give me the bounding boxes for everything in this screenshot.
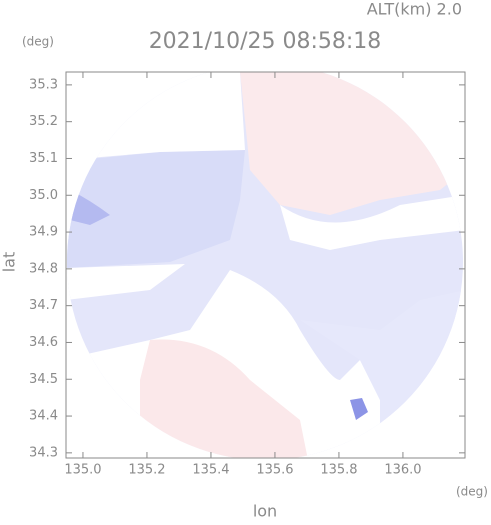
- x-unit: (deg): [456, 485, 488, 499]
- y-tick-label: 34.9: [29, 225, 58, 240]
- x-tick-label: 136.0: [384, 463, 421, 478]
- radar-field: [67, 72, 463, 458]
- altitude-label: ALT(km) 2.0: [367, 0, 462, 19]
- x-tick-label: 135.8: [320, 463, 357, 478]
- y-tick-label: 34.8: [29, 261, 58, 276]
- x-tick-label: 135.0: [64, 463, 101, 478]
- y-tick-label: 35.2: [29, 114, 58, 129]
- y-tick-label: 35.0: [29, 188, 58, 203]
- chart-title: 2021/10/25 08:58:18: [149, 29, 382, 54]
- y-tick-label: 34.6: [29, 335, 58, 350]
- x-tick-label: 135.4: [192, 463, 229, 478]
- y-tick-label: 35.3: [29, 77, 58, 92]
- y-tick-label: 34.3: [29, 445, 58, 460]
- y-axis-label: lat: [0, 252, 19, 273]
- y-tick-label: 34.4: [29, 409, 58, 424]
- y-tick-label: 34.7: [29, 298, 58, 313]
- x-tick-label: 135.6: [256, 463, 293, 478]
- plot-frame: [65, 71, 466, 459]
- y-unit: (deg): [22, 35, 54, 49]
- y-tick-label: 34.5: [29, 372, 58, 387]
- x-axis-label: lon: [253, 502, 277, 521]
- x-tick-label: 135.2: [128, 463, 165, 478]
- y-tick-label: 35.1: [29, 151, 58, 166]
